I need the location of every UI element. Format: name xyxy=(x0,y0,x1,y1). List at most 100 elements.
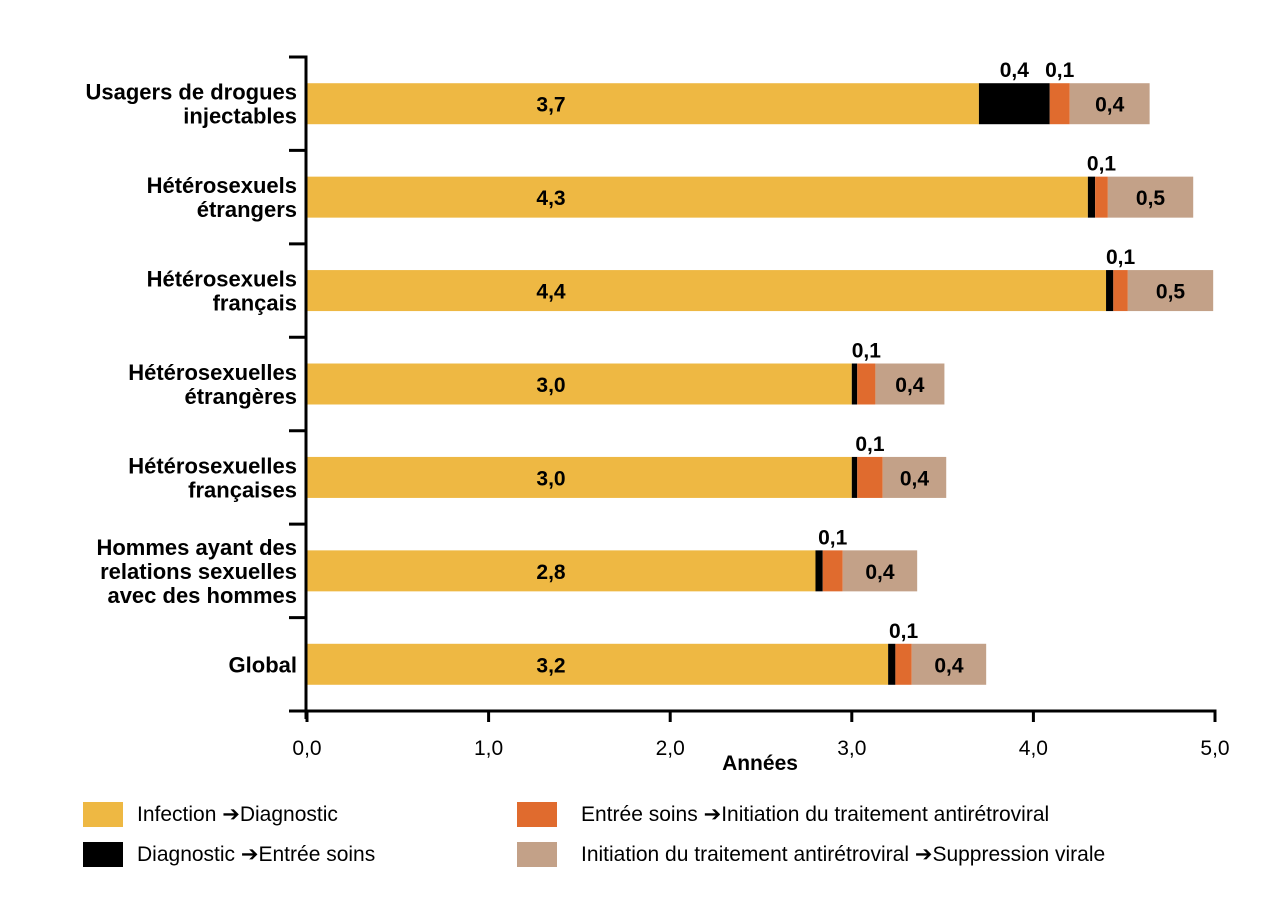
category-label-line: Hétérosexuels xyxy=(147,173,297,198)
value-label-initiation-arv-suppression-virale: 0,4 xyxy=(895,374,925,397)
value-label-infection-diagnostic: 3,7 xyxy=(536,94,565,117)
value-label-initiation-arv-suppression-virale: 0,4 xyxy=(934,654,964,677)
segment-diagnostic-entree-soins xyxy=(978,83,1050,125)
value-label-entree-soins-initiation-arv: 0,1 xyxy=(1087,153,1117,176)
segment-diagnostic-entree-soins xyxy=(815,550,823,592)
category-label: Hétérosexuels français xyxy=(147,267,297,316)
value-label-entree-soins-initiation-arv: 0,1 xyxy=(1106,246,1136,269)
category-label: Hétérosexuels étrangers xyxy=(147,173,297,222)
value-label-entree-soins-initiation-arv: 0,1 xyxy=(1045,59,1075,82)
value-label-infection-diagnostic: 3,2 xyxy=(536,654,565,677)
value-label-initiation-arv-suppression-virale: 0,5 xyxy=(1156,281,1186,304)
segment-initiation-arv-suppression-virale xyxy=(911,643,987,685)
value-label-entree-soins-initiation-arv: 0,1 xyxy=(852,340,882,363)
category-label-line: Usagers de drogues xyxy=(85,80,297,105)
axes-group xyxy=(289,55,1217,719)
segment-infection-diagnostic xyxy=(307,176,1088,218)
segment-infection-diagnostic xyxy=(307,363,852,405)
legend-swatch xyxy=(517,841,557,867)
x-axis-title: Années xyxy=(722,752,798,775)
segment-diagnostic-entree-soins xyxy=(888,643,896,685)
value-label-entree-soins-initiation-arv: 0,1 xyxy=(889,620,919,643)
value-label-infection-diagnostic: 2,8 xyxy=(536,561,566,584)
segment-entree-soins-initiation-arv xyxy=(1095,176,1108,218)
category-label: Hommes ayant des relations sexuelles avec … xyxy=(96,535,297,608)
arrow-right-icon: ➔ xyxy=(914,842,933,866)
arrow-right-icon: ➔ xyxy=(240,842,259,866)
category-label-line: Global xyxy=(229,652,297,677)
category-label: Hétérosexuelles étrangères xyxy=(128,360,297,409)
category-label-line: avec des hommes xyxy=(107,583,297,608)
segment-infection-diagnostic xyxy=(307,550,816,592)
value-label-initiation-arv-suppression-virale: 0,4 xyxy=(900,467,930,490)
segment-entree-soins-initiation-arv xyxy=(857,456,883,498)
legend-label: Infection ➔Diagnostic xyxy=(137,802,338,826)
y-ticks-group xyxy=(289,55,307,713)
segment-diagnostic-entree-soins xyxy=(1106,270,1114,312)
category-label: Global xyxy=(229,652,297,677)
segment-infection-diagnostic xyxy=(307,643,889,685)
segment-entree-soins-initiation-arv xyxy=(895,643,912,685)
segment-infection-diagnostic xyxy=(307,456,852,498)
segment-infection-diagnostic xyxy=(307,83,979,125)
x-tick-label: 0,0 xyxy=(292,737,321,760)
segment-initiation-arv-suppression-virale xyxy=(1069,83,1150,125)
segment-entree-soins-initiation-arv xyxy=(822,550,843,592)
segment-entree-soins-initiation-arv xyxy=(857,363,876,405)
category-label: Usagers de drogues injectables xyxy=(85,80,297,129)
value-label-initiation-arv-suppression-virale: 0,4 xyxy=(865,561,895,584)
legend-swatch xyxy=(517,801,557,827)
category-label-line: Hétérosexuelles xyxy=(128,453,297,478)
value-label-diagnostic-entree-soins: 0,4 xyxy=(1000,59,1030,82)
segment-entree-soins-initiation-arv xyxy=(1049,83,1070,125)
value-label-infection-diagnostic: 3,0 xyxy=(536,374,565,397)
legend-item-diagnostic-entree-soins: Diagnostic ➔Entrée soins xyxy=(83,839,375,869)
x-tick-label: 2,0 xyxy=(656,737,685,760)
bars-group xyxy=(307,83,1214,685)
x-ticks-group: 0,0 1,0 2,0 3,0 4,0 5,0 xyxy=(292,711,1230,760)
category-label-line: français xyxy=(213,291,297,316)
category-label-line: relations sexuelles xyxy=(100,559,297,584)
legend-item-entree-soins-initiation-arv: Entrée soins ➔Initiation du traitement a… xyxy=(517,799,1049,829)
value-label-initiation-arv-suppression-virale: 0,4 xyxy=(1095,94,1125,117)
category-label-line: Hommes ayant des xyxy=(96,535,297,560)
legend-item-infection-diagnostic: Infection ➔Diagnostic xyxy=(83,799,338,829)
value-label-infection-diagnostic: 3,0 xyxy=(536,467,565,490)
category-label-line: Hétérosexuelles xyxy=(128,360,297,385)
category-label-line: étrangères xyxy=(184,384,297,409)
segment-entree-soins-initiation-arv xyxy=(1113,270,1128,312)
segment-diagnostic-entree-soins xyxy=(851,456,858,498)
x-tick-label: 3,0 xyxy=(837,737,866,760)
value-label-infection-diagnostic: 4,3 xyxy=(536,187,565,210)
value-labels-group: 3,7 0,4 0,1 0,4 4,3 0,1 0,5 4,4 0,1 0,5 3,0 0,1 0,4 3… xyxy=(536,59,1185,677)
category-label-line: Hétérosexuels xyxy=(147,267,297,292)
x-tick-label: 5,0 xyxy=(1200,737,1229,760)
segment-diagnostic-entree-soins xyxy=(851,363,858,405)
x-tick-label: 1,0 xyxy=(474,737,503,760)
category-label-line: françaises xyxy=(188,477,297,502)
category-label-line: étrangers xyxy=(197,197,297,222)
value-label-infection-diagnostic: 4,4 xyxy=(536,281,566,304)
value-label-entree-soins-initiation-arv: 0,1 xyxy=(855,433,885,456)
x-tick-label: 4,0 xyxy=(1019,737,1048,760)
category-label: Hétérosexuelles françaises xyxy=(128,453,297,502)
segment-initiation-arv-suppression-virale xyxy=(1127,270,1214,312)
segment-initiation-arv-suppression-virale xyxy=(875,363,945,405)
segment-initiation-arv-suppression-virale xyxy=(1107,176,1194,218)
legend-swatch xyxy=(83,801,123,827)
legend-item-initiation-arv-suppression-virale: Initiation du traitement antirétroviral … xyxy=(517,839,1105,869)
category-label-line: injectables xyxy=(183,104,297,129)
category-labels-group: Usagers de drogues injectables Hétérosexue… xyxy=(85,80,297,678)
legend-label: Initiation du traitement antirétroviral … xyxy=(581,842,1106,866)
segment-infection-diagnostic xyxy=(307,270,1107,312)
legend-swatch xyxy=(83,841,123,867)
legend-label: Diagnostic ➔Entrée soins xyxy=(137,842,376,866)
segment-initiation-arv-suppression-virale xyxy=(842,550,918,592)
legend-label: Entrée soins ➔Initiation du traitement a… xyxy=(581,802,1050,826)
segment-initiation-arv-suppression-virale xyxy=(882,456,947,498)
arrow-right-icon: ➔ xyxy=(222,802,240,826)
arrow-right-icon: ➔ xyxy=(703,802,722,826)
segment-diagnostic-entree-soins xyxy=(1087,176,1096,218)
value-label-initiation-arv-suppression-virale: 0,5 xyxy=(1136,187,1166,210)
